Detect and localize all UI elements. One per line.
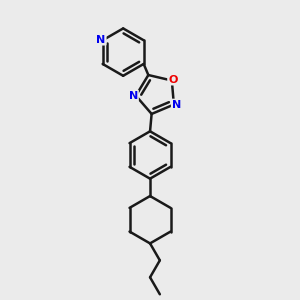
Text: N: N [172, 100, 181, 110]
Text: N: N [96, 34, 106, 45]
Text: O: O [168, 75, 178, 85]
Text: N: N [129, 91, 138, 101]
